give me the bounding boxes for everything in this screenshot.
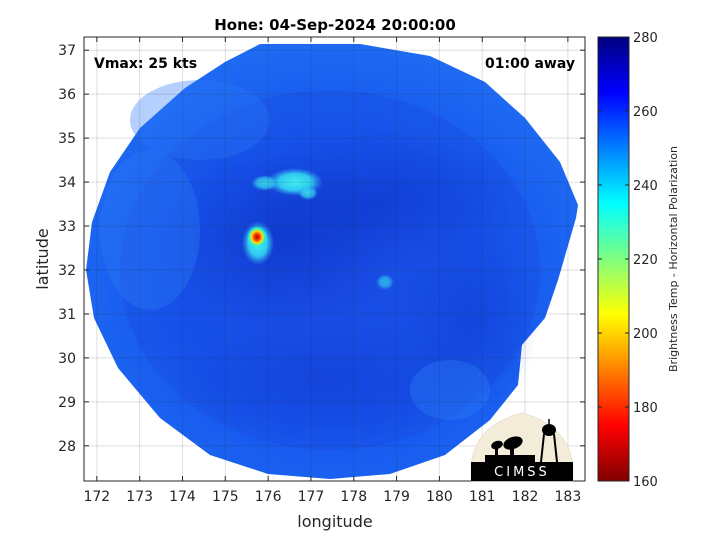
colorbar-tick-label: 180 — [633, 401, 658, 416]
x-tick-label: 172 — [83, 489, 110, 505]
colorbar-tick-label: 200 — [633, 327, 658, 342]
colorbar-tick-label: 260 — [633, 105, 658, 120]
y-tick-label: 30 — [58, 351, 76, 367]
y-tick-label: 31 — [58, 307, 76, 323]
x-tick-label: 181 — [469, 489, 496, 505]
y-tick-label: 29 — [58, 395, 76, 411]
logo-text: CIMSS — [494, 465, 550, 480]
y-tick-label: 35 — [58, 131, 76, 147]
figure-title: Hone: 04-Sep-2024 20:00:00 — [214, 16, 456, 34]
x-tick-label: 182 — [512, 489, 539, 505]
y-tick-label: 36 — [58, 87, 76, 103]
colorbar-tick-label: 280 — [633, 31, 658, 46]
vmax-label: Vmax: 25 kts — [94, 56, 197, 72]
x-tick-label: 178 — [340, 489, 367, 505]
colorbar-tick-label: 160 — [633, 475, 658, 490]
x-tick-label: 183 — [555, 489, 582, 505]
x-axis: 172 173 174 175 176 177 178 179 180 181 182 183 — [83, 37, 581, 505]
y-tick-label: 34 — [58, 175, 76, 191]
colorbar-tick-label: 220 — [633, 253, 658, 268]
y-tick-label: 28 — [58, 439, 76, 455]
y-tick-label: 32 — [58, 263, 76, 279]
colorbar-ticks: 160 180 200 220 240 260 280 — [598, 31, 658, 490]
x-tick-label: 177 — [298, 489, 325, 505]
plot-axes-frame — [83, 36, 586, 482]
time-away-label: 01:00 away — [485, 56, 575, 72]
x-tick-label: 174 — [169, 489, 196, 505]
water-tower-icon — [542, 424, 556, 436]
x-tick-label: 173 — [126, 489, 153, 505]
y-tick-label: 33 — [58, 219, 76, 235]
x-tick-label: 179 — [383, 489, 410, 505]
y-axis: 28 29 30 31 32 33 34 35 36 37 — [58, 43, 585, 455]
colorbar-tick-label: 240 — [633, 179, 658, 194]
x-tick-label: 176 — [255, 489, 282, 505]
x-tick-label: 175 — [212, 489, 239, 505]
swath-image — [86, 44, 578, 479]
x-axis-label: longitude — [297, 512, 372, 531]
colorbar-label: Brightness Temp - Horizontal Polarizatio… — [667, 146, 680, 372]
cimss-logo: CIMSS — [470, 412, 574, 482]
satellite-dish-icon — [503, 436, 523, 450]
x-tick-label: 180 — [426, 489, 453, 505]
y-tick-label: 37 — [58, 43, 76, 59]
y-axis-label: latitude — [33, 228, 52, 289]
colorbar — [597, 36, 630, 482]
